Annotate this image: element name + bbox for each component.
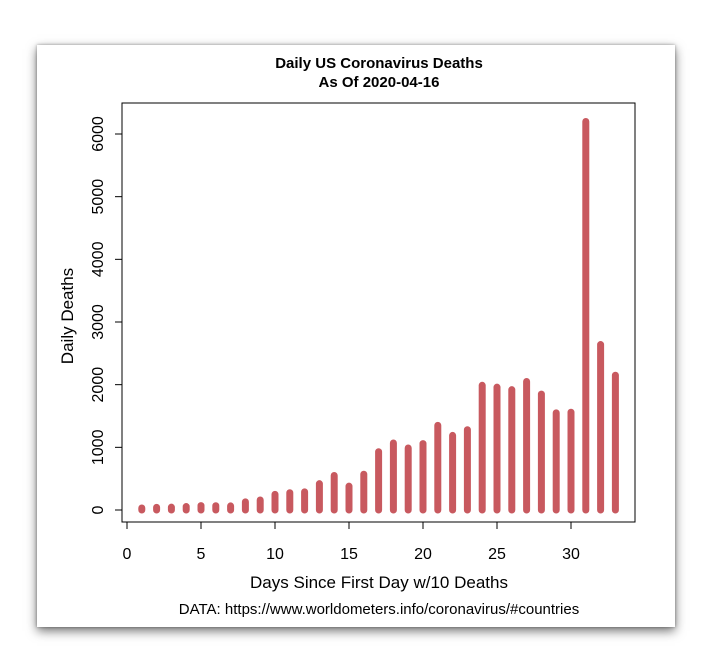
x-tick-label: 15 [340, 546, 358, 563]
x-tick-label: 20 [414, 546, 432, 563]
y-tick-label: 0 [90, 505, 107, 514]
chart-card [37, 45, 675, 627]
chart-title: Daily US Coronavirus Deaths [275, 55, 483, 72]
y-tick-label: 5000 [90, 179, 107, 215]
y-axis-label: Daily Deaths [58, 268, 77, 364]
x-axis: 0 5 10 15 20 25 30 [123, 521, 580, 563]
x-axis-label: Days Since First Day w/10 Deaths [250, 573, 508, 592]
y-tick-label: 4000 [90, 241, 107, 277]
bars-group [138, 117, 619, 514]
x-tick-label: 10 [266, 546, 284, 563]
y-tick-label: 3000 [90, 304, 107, 340]
y-tick-label: 6000 [90, 116, 107, 152]
chart-subtitle: As Of 2020-04-16 [319, 74, 440, 91]
x-tick-label: 25 [488, 546, 506, 563]
x-tick-label: 0 [123, 546, 132, 563]
y-tick-label: 1000 [90, 429, 107, 465]
data-source-note: DATA: https://www.worldometers.info/coro… [179, 601, 579, 618]
y-tick-label: 2000 [90, 367, 107, 403]
y-axis: 0 1000 2000 3000 4000 5000 6000 [90, 116, 123, 514]
x-tick-label: 30 [562, 546, 580, 563]
x-tick-label: 5 [197, 546, 206, 563]
